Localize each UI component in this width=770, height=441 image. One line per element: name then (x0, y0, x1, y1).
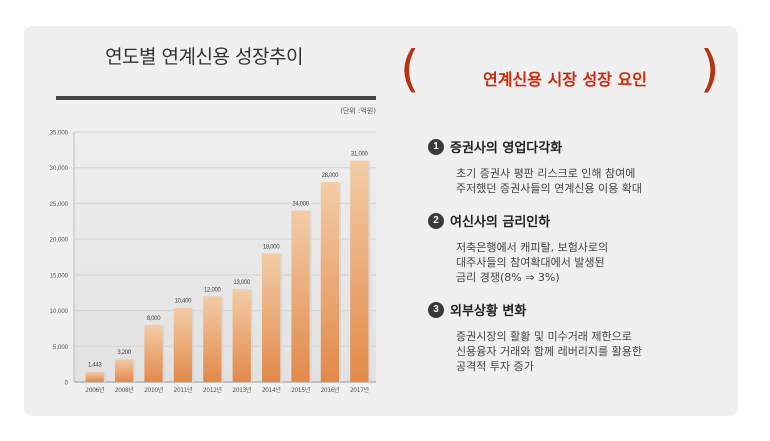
factor-description-line: 초기 증권사 평판 리스크로 인해 참여에 (456, 167, 636, 180)
y-tick-label: 15,000 (50, 273, 69, 279)
y-tick-label: 10,000 (50, 309, 69, 315)
factor-title: 외부상황 변화 (450, 304, 527, 319)
x-tick-label: 2013년 (232, 386, 251, 394)
y-tick-label: 0 (65, 381, 69, 387)
bar (203, 296, 222, 382)
bar-value-label: 12,000 (204, 287, 222, 293)
chart-title: 연도별 연계신용 성장추이 (105, 46, 303, 68)
y-tick-label: 30,000 (50, 166, 69, 172)
x-tick-label: 2016년 (321, 386, 340, 394)
growth-factors-title: 연계신용 시장 성장 요인 (483, 70, 647, 89)
bar (320, 182, 340, 382)
factor-description-line: 저축은행에서 캐피탈, 보험사로의 (456, 241, 609, 254)
factor-description: 증권시장의 활황 및 미수거래 제한으로 신용융자 거래와 함께 레버리지를 활… (456, 329, 728, 374)
bar-value-label: 1,443 (88, 363, 102, 369)
bar (173, 307, 193, 382)
factor-3: 3 외부상황 변화 증권시장의 활황 및 미수거래 제한으로 신용융자 거래와 … (428, 300, 728, 374)
x-tick-label: 2008년 (115, 386, 134, 394)
x-tick-label: 2012년 (203, 386, 222, 394)
bar (261, 253, 281, 382)
bar-chart: 0 5,000 10,000 15,000 20,000 25,000 30,000 35,0… (50, 131, 376, 394)
factor-number-badge: 3 (428, 301, 444, 318)
y-tick-label: 25,000 (50, 202, 69, 208)
bar (144, 324, 163, 382)
x-tick-label: 2017년 (350, 386, 369, 394)
bar (350, 160, 369, 382)
bracket-left-decoration: ( (400, 40, 420, 98)
chart-title-divider (56, 96, 376, 100)
y-tick-label: 5,000 (53, 345, 69, 351)
bar (85, 371, 104, 382)
bar-value-label: 18,000 (263, 244, 281, 250)
factor-description-line: 주저했던 증권사들의 연계신용 이용 확대 (456, 182, 643, 195)
bar-value-label: 24,000 (292, 202, 310, 208)
factor-number-badge: 2 (428, 212, 444, 229)
y-tick-label: 20,000 (50, 238, 69, 244)
factor-description-line: 금리 경쟁(8% ⇒ 3%) (456, 271, 560, 284)
chart-unit-label: (단위 :억원) (340, 107, 376, 115)
x-tick-label: 2006년 (85, 386, 104, 394)
factor-description: 초기 증권사 평판 리스크로 인해 참여에 주저했던 증권사들의 연계신용 이용… (456, 166, 728, 196)
bar-value-label: 3,200 (117, 350, 131, 356)
bar-value-label: 31,000 (351, 152, 369, 158)
bar-value-label: 8,000 (147, 316, 161, 322)
factor-description-line: 신용융자 거래와 함께 레버리지를 활용한 (456, 345, 643, 358)
x-tick-label: 2010년 (144, 386, 163, 394)
bar-value-label: 28,000 (322, 173, 340, 179)
factor-number-badge: 1 (428, 138, 444, 155)
bar (291, 210, 310, 382)
factor-title: 여신사의 금리인하 (450, 215, 551, 230)
factor-description-line: 증권시장의 활황 및 미수거래 제한으로 (456, 330, 632, 343)
factor-description-line: 공격적 투자 증가 (456, 360, 534, 373)
x-tick-label: 2011년 (174, 386, 193, 394)
y-tick-label: 35,000 (50, 131, 69, 137)
factor-1: 1 증권사의 영업다각화 초기 증권사 평판 리스크로 인해 참여에 주저했던 … (428, 137, 728, 196)
factor-2: 2 여신사의 금리인하 저축은행에서 캐피탈, 보험사로의 대주사들의 참여확대… (428, 211, 728, 285)
factor-title: 증권사의 영업다각화 (450, 141, 563, 156)
bar (232, 289, 251, 382)
x-tick-label: 2014년 (262, 386, 281, 394)
x-tick-label: 2015년 (291, 386, 310, 394)
factor-description-line: 대주사들의 참여확대에서 발생된 (456, 256, 605, 269)
factor-description: 저축은행에서 캐피탈, 보험사로의 대주사들의 참여확대에서 발생된 금리 경쟁… (456, 240, 728, 285)
bar-value-label: 13,000 (233, 280, 251, 286)
bracket-right-decoration: ) (700, 40, 720, 98)
bar-value-label: 10,400 (175, 299, 193, 305)
bar (114, 359, 134, 382)
